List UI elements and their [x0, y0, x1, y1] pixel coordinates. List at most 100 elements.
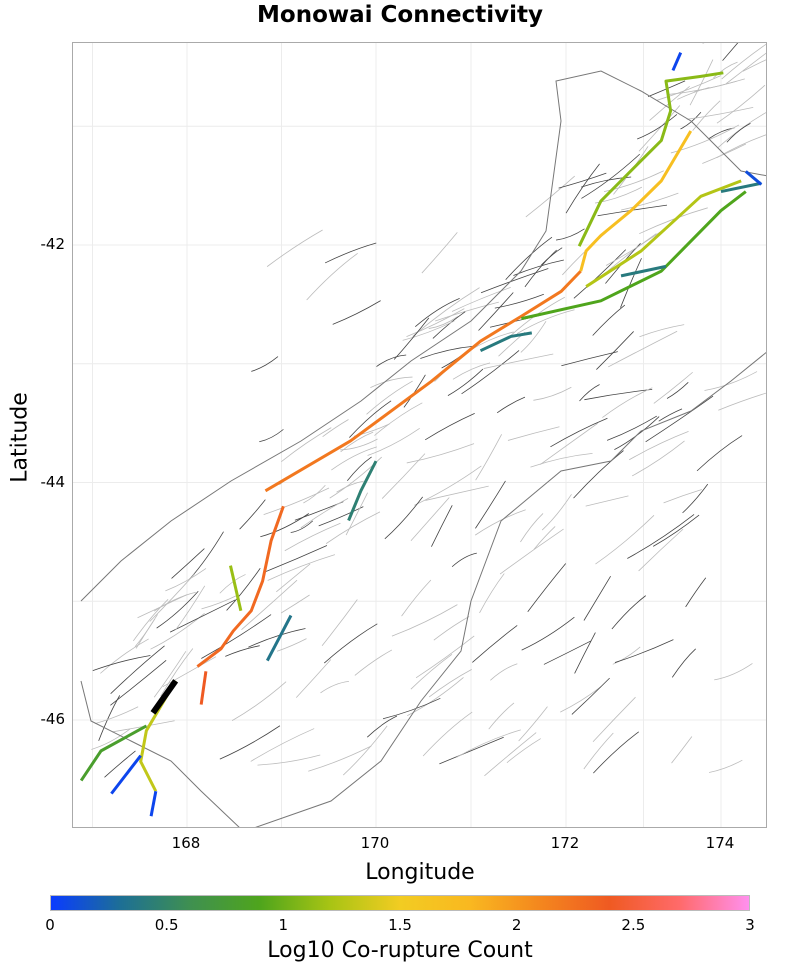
fault-trace: [475, 434, 502, 481]
fault-trace: [653, 514, 700, 547]
rupture-segment: [110, 754, 142, 795]
fault-trace: [280, 594, 310, 614]
fault-trace: [565, 163, 600, 214]
fault-trace: [325, 511, 381, 544]
fault-trace: [343, 725, 388, 776]
fault-trace: [716, 84, 766, 124]
fault-trace: [231, 681, 287, 721]
fault-trace: [595, 515, 655, 565]
fault-trace: [541, 247, 563, 266]
fault-trace: [162, 656, 217, 688]
fault-trace: [584, 389, 653, 401]
fault-trace: [189, 531, 224, 580]
fault-trace: [496, 396, 526, 414]
fault-trace: [488, 702, 515, 730]
fault-trace: [667, 80, 737, 95]
fault-trace: [722, 43, 739, 61]
rupture-segment: [139, 680, 177, 792]
rupture-segment: [521, 190, 747, 321]
rupture-segment: [620, 264, 667, 278]
fault-trace: [345, 492, 368, 536]
chart-title: Monowai Connectivity: [257, 2, 543, 28]
colorbar: [50, 895, 750, 911]
rupture-segment: [79, 724, 148, 782]
rupture-segment: [585, 179, 742, 288]
fault-trace: [658, 408, 683, 422]
fault-trace: [321, 599, 358, 647]
fault-trace: [420, 345, 476, 359]
fault-trace: [320, 680, 349, 694]
fault-trace: [527, 563, 567, 613]
rupture-segment: [264, 270, 582, 493]
fault-trace: [671, 736, 693, 764]
fault-trace: [284, 522, 341, 552]
rupture-segment: [479, 331, 533, 353]
fault-trace: [393, 317, 430, 360]
coastline: [80, 70, 766, 827]
fault-trace: [472, 625, 518, 663]
fault-trace: [94, 706, 139, 725]
fault-trace: [530, 452, 593, 468]
fault-trace: [415, 298, 460, 328]
fault-trace: [483, 353, 554, 369]
fault-trace: [263, 487, 330, 515]
rupture-segment: [577, 71, 724, 247]
fault-trace: [631, 440, 685, 477]
fault-trace: [300, 498, 349, 529]
fault-trace: [225, 645, 260, 657]
fault-trace: [451, 287, 511, 312]
fault-trace: [507, 426, 560, 441]
fault-trace: [726, 123, 751, 143]
fault-trace: [433, 616, 470, 641]
fault-trace: [267, 554, 336, 581]
fault-trace: [259, 429, 284, 443]
fault-trace: [621, 192, 679, 211]
fault-trace: [290, 520, 314, 533]
fault-trace: [612, 646, 641, 665]
fault-trace: [226, 567, 261, 611]
fault-trace: [132, 599, 169, 642]
y-tick-label: -46: [40, 710, 66, 728]
fault-trace: [367, 427, 420, 456]
fault-trace: [680, 112, 702, 130]
fault-trace: [281, 427, 332, 462]
fault-trace: [382, 697, 441, 720]
fault-trace: [384, 496, 423, 540]
fault-trace: [331, 446, 377, 471]
fault-trace: [428, 316, 459, 329]
fault-trace: [721, 43, 766, 80]
fault-trace: [402, 320, 455, 341]
fault-trace: [175, 585, 206, 631]
fault-trace: [403, 374, 426, 408]
fault-trace: [257, 754, 321, 766]
fault-trace: [663, 489, 702, 504]
fault-trace: [251, 356, 279, 372]
fault-trace: [219, 574, 246, 594]
fault-trace: [579, 384, 600, 402]
fault-trace: [607, 330, 678, 368]
fault-trace: [629, 431, 689, 461]
fault-trace: [709, 759, 743, 773]
fault-trace: [638, 105, 681, 152]
fault-trace: [414, 465, 482, 506]
fault-trace: [714, 663, 753, 681]
fault-trace: [583, 576, 611, 621]
fault-trace: [520, 513, 544, 543]
fault-trace: [370, 376, 413, 388]
fault-trace: [410, 653, 453, 690]
fault-trace: [696, 435, 743, 472]
fault-trace: [474, 509, 526, 536]
y-tick-label: -42: [40, 235, 66, 253]
fault-trace: [574, 632, 596, 674]
fault-trace: [638, 528, 684, 572]
fault-trace: [425, 485, 489, 501]
y-axis-label: Latitude: [7, 392, 33, 483]
rupture-segment: [579, 130, 693, 272]
fault-trace: [742, 59, 766, 72]
fault-trace: [322, 419, 349, 438]
fault-trace: [518, 706, 548, 742]
fault-trace: [149, 573, 196, 622]
fault-trace: [171, 548, 205, 579]
fault-trace: [592, 304, 626, 336]
fault-trace: [682, 483, 709, 514]
